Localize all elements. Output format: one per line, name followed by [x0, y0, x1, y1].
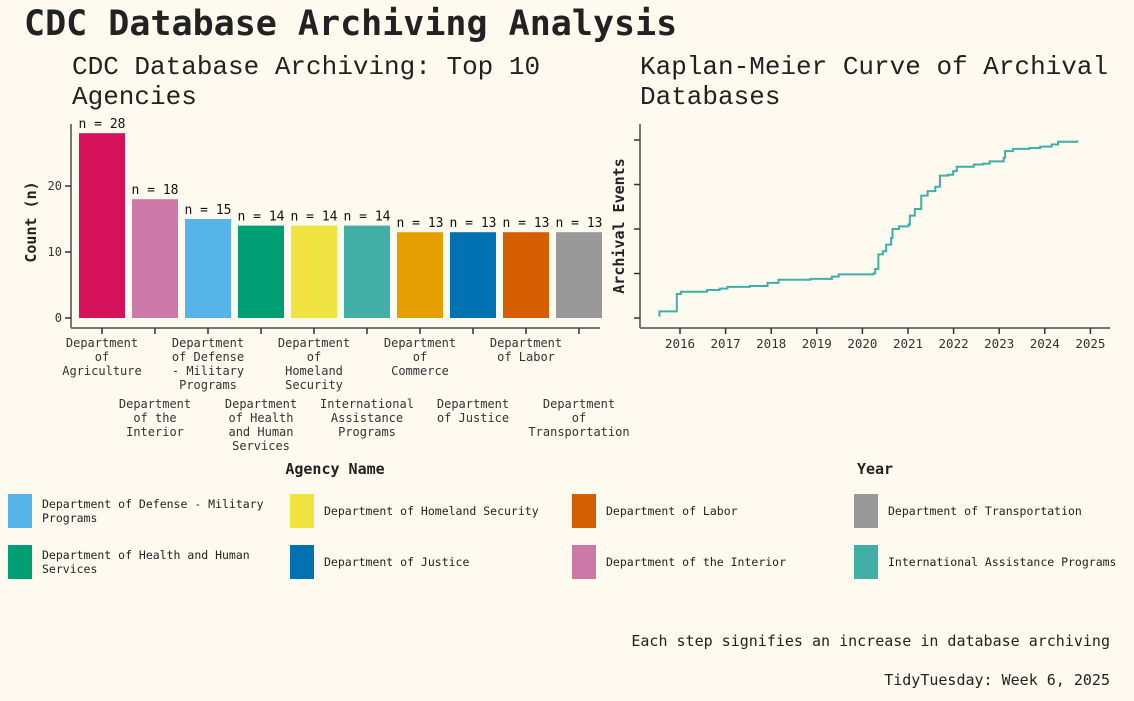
bar — [450, 232, 496, 318]
legend-swatch — [854, 545, 878, 579]
bar-x-tick-label: of the — [133, 411, 176, 425]
bar-x-tick-label: Homeland — [285, 364, 343, 378]
legend-label: Department of Labor — [606, 504, 738, 518]
km-y-axis-title: Archival Events — [610, 158, 628, 293]
legend-item: Department of Homeland Security — [290, 494, 570, 528]
bar-x-tick-label: Department — [225, 397, 297, 411]
km-x-tick-label: 2020 — [847, 336, 877, 351]
bar — [291, 225, 337, 318]
km-x-tick-label: 2019 — [802, 336, 832, 351]
legend-swatch — [8, 494, 32, 528]
bar — [238, 225, 284, 318]
bar-x-tick-label: Department — [490, 336, 562, 350]
bar — [79, 133, 125, 318]
bar-x-tick-label: Programs — [179, 378, 237, 392]
bar-y-tick-label: 10 — [48, 245, 62, 259]
bar-data-label: n = 13 — [450, 216, 497, 231]
legend-label: Department of Homeland Security — [324, 504, 539, 518]
bar-data-label: n = 15 — [185, 203, 232, 218]
bar — [132, 199, 178, 318]
km-x-tick-label: 2016 — [665, 336, 695, 351]
main-title: CDC Database Archiving Analysis — [24, 4, 678, 44]
bar-x-tick-label: Department — [66, 336, 138, 350]
legend-label: Department of Transportation — [888, 504, 1082, 518]
legend-item: Department of Labor — [572, 494, 852, 528]
bar-x-tick-label: of — [413, 350, 427, 364]
bar — [397, 232, 443, 318]
bar-x-tick-label: of — [572, 411, 586, 425]
legend-item: Department of Transportation — [854, 494, 1134, 528]
bar-x-tick-label: Department — [278, 336, 350, 350]
legend-label: International Assistance Programs — [888, 555, 1117, 569]
bar-x-tick-label: Commerce — [391, 364, 449, 378]
bar-x-tick-label: Department — [437, 397, 509, 411]
legend-item: International Assistance Programs — [854, 545, 1134, 579]
legend-swatch — [572, 494, 596, 528]
bar-x-tick-label: Department — [543, 397, 615, 411]
bar-x-tick-label: Department — [384, 336, 456, 350]
km-step-line — [658, 140, 1079, 317]
bar-x-tick-label: of Defense — [172, 350, 244, 364]
bar-x-tick-label: of Health — [228, 411, 293, 425]
km-x-tick-label: 2022 — [939, 336, 969, 351]
bar — [185, 219, 231, 318]
bar-y-tick-label: 0 — [55, 311, 62, 325]
legend-swatch — [290, 494, 314, 528]
bar-x-tick-label: and Human — [228, 425, 293, 439]
bar — [556, 232, 602, 318]
bar-x-axis-title: Agency Name — [285, 460, 384, 478]
legend-item: Department of Justice — [290, 545, 570, 579]
legend-label: Department of Health and Human Services — [42, 548, 250, 576]
bar-x-tick-label: Agriculture — [62, 364, 141, 378]
legend-item: Department of the Interior — [572, 545, 852, 579]
bar-x-tick-label: Assistance — [331, 411, 403, 425]
bar-x-tick-label: of — [307, 350, 321, 364]
legend-label: Department of Justice — [324, 555, 470, 569]
bar-x-tick-label: Department — [172, 336, 244, 350]
bar-y-tick-label: 20 — [48, 179, 62, 193]
bar-data-label: n = 14 — [344, 210, 391, 225]
km-x-tick-label: 2017 — [711, 336, 741, 351]
km-x-tick-label: 2024 — [1030, 336, 1060, 351]
km-chart-title: Kaplan-Meier Curve of Archival Databases — [640, 52, 1109, 112]
legend-swatch — [572, 545, 596, 579]
bar-data-label: n = 14 — [291, 210, 338, 225]
bar-x-tick-label: Programs — [338, 425, 396, 439]
bar-x-tick-label: - Military — [172, 364, 244, 378]
bar — [344, 225, 390, 318]
legend-label: Department of the Interior — [606, 555, 787, 569]
bar-data-label: n = 13 — [503, 216, 550, 231]
bar — [503, 232, 549, 318]
km-x-tick-label: 2025 — [1075, 336, 1105, 351]
km-x-tick-label: 2023 — [984, 336, 1014, 351]
bar-data-label: n = 13 — [397, 216, 444, 231]
source-caption: TidyTuesday: Week 6, 2025 — [884, 671, 1110, 689]
bar-x-tick-label: Services — [232, 439, 290, 453]
bar-y-axis-title: Count (n) — [22, 181, 40, 262]
bar-data-label: n = 14 — [238, 210, 285, 225]
bar-data-label: n = 13 — [556, 216, 603, 231]
bar-x-tick-label: Interior — [126, 425, 184, 439]
legend-label: Department of Defense - Military Program… — [42, 497, 264, 525]
legend-item: Department of Health and Human Services — [8, 545, 288, 579]
bar-data-label: n = 28 — [79, 117, 126, 132]
bar-x-tick-label: Transportation — [528, 425, 629, 439]
km-x-tick-label: 2021 — [893, 336, 923, 351]
bar-chart-title: CDC Database Archiving: Top 10 Agencies — [72, 52, 541, 112]
bar-x-tick-label: International — [320, 397, 414, 411]
bar-x-tick-label: of Labor — [497, 350, 555, 364]
km-x-axis-title: Year — [857, 460, 893, 478]
bar-x-tick-label: Security — [285, 378, 343, 392]
bar-x-tick-label: of — [95, 350, 109, 364]
bar-x-tick-label: Department — [119, 397, 191, 411]
bar-data-label: n = 18 — [132, 183, 179, 198]
km-x-tick-label: 2018 — [756, 336, 786, 351]
legend-swatch — [8, 545, 32, 579]
legend-item: Department of Defense - Military Program… — [8, 494, 288, 528]
legend-swatch — [854, 494, 878, 528]
legend-swatch — [290, 545, 314, 579]
bar-x-tick-label: of Justice — [437, 411, 509, 425]
caption: Each step signifies an increase in datab… — [631, 632, 1110, 650]
